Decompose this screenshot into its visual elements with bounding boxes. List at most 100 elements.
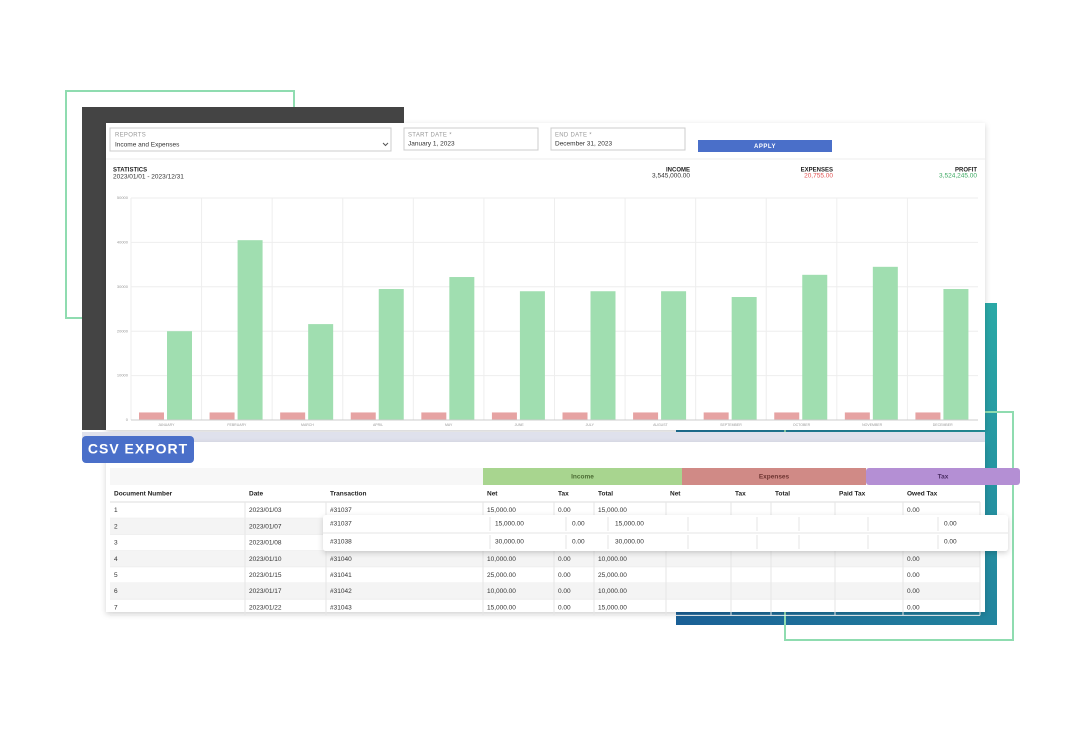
column-header: Date <box>249 491 263 498</box>
stat-label: EXPENSES <box>801 168 833 174</box>
cell: 0.00 <box>907 556 920 563</box>
report-card: REPORTS Income and Expenses START DATE *… <box>106 123 985 430</box>
apply-button[interactable] <box>698 140 832 152</box>
cell: 10,000.00 <box>598 556 627 563</box>
group-label: Income <box>571 474 594 481</box>
x-tick-label: AUGUST <box>653 423 668 427</box>
column-header: Tax <box>558 491 569 498</box>
bar <box>209 412 235 420</box>
cell: 2023/01/22 <box>249 604 282 611</box>
button-label: APPLY <box>754 144 776 150</box>
field-value: Income and Expenses <box>115 142 180 149</box>
bar <box>633 412 659 420</box>
column-header: Total <box>598 491 613 498</box>
cell: 6 <box>114 588 118 595</box>
cell: 15,000.00 <box>615 521 644 528</box>
group-label: Expenses <box>759 474 790 481</box>
column-header: Net <box>487 491 498 498</box>
cell: 0.00 <box>907 588 920 595</box>
y-tick-label: 0 <box>126 417 129 422</box>
stat-value: 3,545,000.00 <box>652 173 690 180</box>
cell: #31042 <box>330 588 352 595</box>
field-value: December 31, 2023 <box>555 141 612 148</box>
cell: 15,000.00 <box>487 507 516 514</box>
cell: 2023/01/17 <box>249 588 282 595</box>
column-header: Owed Tax <box>907 491 938 498</box>
x-tick-label: DECEMBER <box>933 423 953 427</box>
cell: 5 <box>114 572 118 579</box>
chevron <box>382 142 389 147</box>
bar <box>731 297 757 420</box>
cell: 0.00 <box>907 604 920 611</box>
x-tick-label: OCTOBER <box>793 423 811 427</box>
bar <box>449 277 475 420</box>
badge <box>82 436 194 463</box>
bar <box>590 291 616 420</box>
bar <box>519 291 545 420</box>
date-input[interactable] <box>550 127 686 151</box>
chart: 0 10000 20000 30000 40000 50000 JANUARY FEBRUAR… <box>117 195 978 427</box>
cell: #31038 <box>330 539 352 546</box>
x-tick-label: APRIL <box>373 423 383 427</box>
bar <box>491 412 517 420</box>
cell: 0.00 <box>944 521 957 528</box>
stats-label: STATISTICS <box>113 168 147 174</box>
cell: 2023/01/08 <box>249 540 282 547</box>
cell: #31037 <box>330 507 352 514</box>
cell: 0.00 <box>558 588 571 595</box>
x-tick-label: SEPTEMBER <box>720 423 742 427</box>
cell: 10,000.00 <box>598 588 627 595</box>
date-input[interactable] <box>403 127 539 151</box>
stat-label: INCOME <box>666 168 690 174</box>
stat-value: 20,755.00 <box>804 173 833 180</box>
x-tick-label: JANUARY <box>158 423 175 427</box>
badge-label: CSV EXPORT <box>88 441 188 457</box>
group-header <box>682 468 866 485</box>
cell: 4 <box>114 556 118 563</box>
highlight-rows: #31037 15,000.00 0.00 15,000.00 0.00 #31038 30… <box>323 515 1008 551</box>
cell: 2023/01/03 <box>249 507 282 514</box>
bar <box>562 412 588 420</box>
bar <box>421 412 447 420</box>
x-tick-label: JUNE <box>515 423 525 427</box>
bar <box>167 331 192 420</box>
cell: 10,000.00 <box>487 556 516 563</box>
cell: 25,000.00 <box>598 572 627 579</box>
cell: 1 <box>114 507 118 514</box>
cell: 30,000.00 <box>495 539 524 546</box>
bar <box>350 412 376 420</box>
cell: 0.00 <box>572 539 585 546</box>
cell: 0.00 <box>572 521 585 528</box>
select-box[interactable] <box>109 127 392 152</box>
field-value: January 1, 2023 <box>408 141 455 148</box>
bar <box>378 289 404 420</box>
field-label: REPORTS <box>115 133 146 139</box>
x-tick-label: NOVEMBER <box>862 423 883 427</box>
bar <box>237 240 263 420</box>
strip <box>82 432 985 442</box>
cell: 15,000.00 <box>495 521 524 528</box>
cell: 2023/01/10 <box>249 556 282 563</box>
bar <box>139 412 164 420</box>
x-tick-label: MAY <box>445 423 453 427</box>
y-tick-label: 10000 <box>117 373 129 378</box>
cell: #31041 <box>330 572 352 579</box>
bar <box>915 412 941 420</box>
bar <box>308 324 334 420</box>
cell: 0.00 <box>907 507 920 514</box>
group-header <box>866 468 1020 485</box>
group-header <box>483 468 682 485</box>
cell: 0.00 <box>558 556 571 563</box>
stat-value: 3,524,245.00 <box>939 173 977 180</box>
cell: 0.00 <box>944 539 957 546</box>
cell: #31043 <box>330 604 352 611</box>
cell: 3 <box>114 540 118 547</box>
stats-range: 2023/01/01 - 2023/12/31 <box>113 174 184 181</box>
column-header: Net <box>670 491 681 498</box>
bar <box>943 289 969 420</box>
column-header: Paid Tax <box>839 491 866 498</box>
bar <box>872 266 898 420</box>
bar <box>661 291 687 420</box>
x-tick-label: FEBRUARY <box>227 423 247 427</box>
